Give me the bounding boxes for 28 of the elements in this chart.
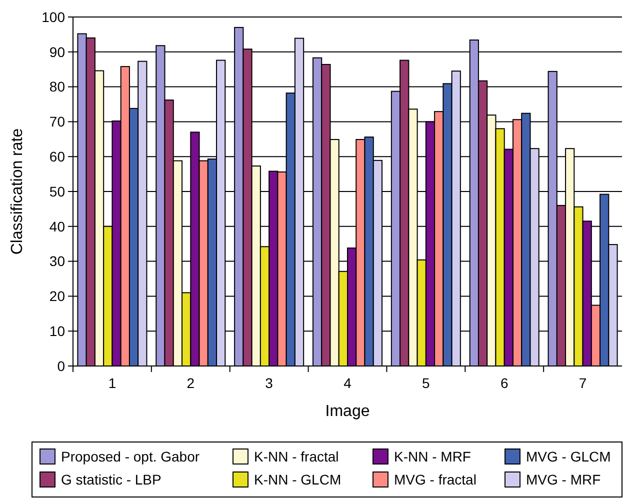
y-tick-label: 100 xyxy=(42,8,66,25)
legend-label: G statistic - LBP xyxy=(61,472,162,488)
x-axis-title: Image xyxy=(325,403,370,420)
y-tick-label: 80 xyxy=(49,78,66,95)
y-tick-label: 70 xyxy=(49,114,66,130)
x-tick-label: 3 xyxy=(265,375,274,391)
legend-label: MVG - fractal xyxy=(394,472,476,488)
y-tick-label: 60 xyxy=(49,148,66,164)
x-tick-label: 7 xyxy=(578,375,587,391)
y-tick-label: 50 xyxy=(49,183,66,200)
legend-label: K-NN - MRF xyxy=(394,448,471,464)
y-tick-label: 90 xyxy=(49,44,66,60)
y-axis-title: Classification rate xyxy=(9,128,26,255)
y-tick-label: 40 xyxy=(49,218,66,234)
y-tick-label: 20 xyxy=(49,288,66,304)
x-tick-label: 6 xyxy=(500,375,508,391)
legend-label: K-NN - GLCM xyxy=(254,472,342,488)
y-tick-label: 10 xyxy=(49,323,66,339)
legend-label: K-NN - fractal xyxy=(254,448,339,464)
y-tick-label: 30 xyxy=(49,253,66,270)
y-tick-label: 0 xyxy=(57,358,66,374)
x-tick-label: 5 xyxy=(422,375,430,391)
x-tick-label: 2 xyxy=(186,375,195,391)
legend-label: MVG - MRF xyxy=(526,472,601,488)
legend-label: Proposed - opt. Gabor xyxy=(61,448,200,464)
x-tick-label: 4 xyxy=(344,375,352,391)
legend-label: MVG - GLCM xyxy=(526,448,611,464)
x-tick-label: 1 xyxy=(108,375,116,391)
